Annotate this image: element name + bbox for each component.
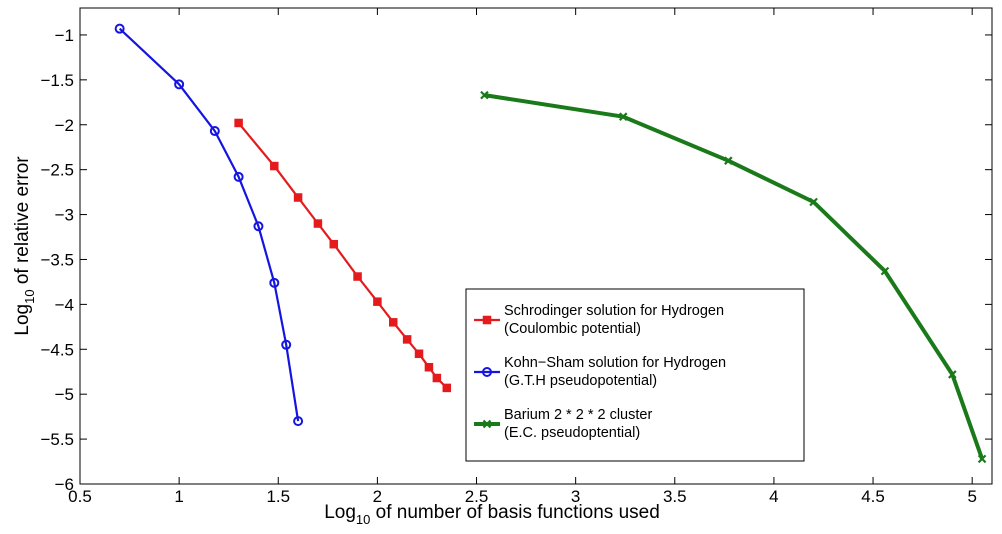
legend-sublabel: (G.T.H pseudopotential): [504, 373, 657, 389]
x-axis-label: Log10 of number of basis functions used: [324, 502, 660, 527]
series-1: [234, 118, 452, 393]
y-axis-label: Log10 of relative error: [12, 156, 37, 336]
data-point: [414, 349, 424, 359]
legend-swatch-marker: [482, 419, 492, 429]
data-point: [253, 221, 264, 232]
x-tick-label: 0.5: [68, 487, 92, 506]
y-tick-label: −5.5: [40, 430, 74, 449]
data-point: [948, 370, 957, 379]
data-point: [618, 112, 628, 121]
x-tick-label: 5: [967, 487, 976, 506]
y-tick-label: −2.5: [40, 161, 74, 180]
y-axis-label-subscript: 10: [22, 289, 37, 303]
y-tick-label: −3.5: [40, 250, 74, 269]
data-point: [809, 197, 818, 207]
x-tick-label: 1: [174, 487, 183, 506]
data-point: [977, 454, 987, 464]
y-tick-label: −5: [55, 385, 74, 404]
y-axis-label-prefix: Log: [12, 304, 33, 336]
data-point: [293, 193, 303, 202]
legend-sublabel: (Coulombic potential): [504, 321, 641, 337]
legend-label: Barium 2 * 2 * 2 cluster: [504, 407, 652, 423]
data-point: [402, 335, 412, 344]
data-point: [270, 161, 279, 171]
y-tick-label: −2: [55, 116, 74, 135]
series-line: [118, 27, 300, 422]
data-point: [389, 318, 398, 327]
legend-label: Kohn−Sham solution for Hydrogen: [504, 355, 726, 371]
series-2: [114, 23, 304, 427]
legend-swatch-marker: [482, 315, 492, 325]
data-point: [281, 339, 292, 350]
data-point: [209, 126, 220, 137]
x-tick-label: 1.5: [266, 487, 290, 506]
legend-swatch-marker: [482, 367, 492, 377]
legend-sublabel: (E.C. pseudoptential): [504, 425, 640, 441]
legend-entries: Schrodinger solution for Hydrogen (Coulom…: [474, 303, 726, 441]
x-axis-label-subscript: 10: [356, 512, 370, 527]
data-point: [233, 171, 244, 182]
series-layer: [114, 23, 987, 464]
x-tick-label: 3.5: [663, 487, 687, 506]
legend: Schrodinger solution for Hydrogen (Coulom…: [465, 288, 805, 462]
data-point: [353, 272, 362, 281]
x-axis-label-suffix: of number of basis functions used: [370, 502, 659, 523]
data-point: [480, 90, 489, 100]
x-tick-label: 3: [571, 487, 580, 506]
y-axis-label-suffix: of relative error: [12, 156, 33, 290]
data-point: [234, 118, 243, 128]
data-point: [373, 297, 382, 306]
y-tick-label: −1: [55, 26, 74, 45]
data-point: [880, 266, 890, 276]
legend-label: Schrodinger solution for Hydrogen: [504, 303, 724, 319]
data-point: [329, 239, 339, 249]
legend-entry-2: Kohn−Sham solution for Hydrogen (G.T.H ps…: [474, 355, 726, 389]
y-tick-label: −3: [55, 206, 74, 225]
data-point: [442, 383, 452, 393]
y-tick-label: −4: [55, 295, 74, 314]
x-tick-label: 4: [769, 487, 778, 506]
data-point: [432, 373, 442, 383]
y-tick-label: −1.5: [40, 71, 74, 90]
x-tick-label: 2: [373, 487, 382, 506]
x-axis-label-prefix: Log: [324, 502, 356, 523]
legend-entry-1: Schrodinger solution for Hydrogen (Coulom…: [474, 303, 724, 337]
plot-area-frame: [79, 7, 993, 485]
data-point: [293, 416, 304, 427]
y-tick-label: −6: [55, 475, 74, 494]
series-3: [480, 90, 987, 464]
x-tick-label: 2.5: [465, 487, 489, 506]
x-tick-label: 4.5: [861, 487, 885, 506]
data-point: [424, 362, 434, 372]
data-point: [269, 277, 280, 288]
data-point: [114, 23, 125, 34]
axis-ticks: 0.5 1 1.5 2 2.5 3 3.5 4 4.5 5 −6 −5.5 −5 −4.5 −4 −3.5 −3…: [40, 8, 992, 506]
data-point: [724, 156, 733, 165]
data-point: [313, 219, 323, 228]
legend-box: [465, 288, 805, 462]
data-point: [174, 79, 185, 90]
legend-entry-3: Barium 2 * 2 * 2 cluster (E.C. pseudopten…: [474, 407, 652, 441]
y-tick-label: −4.5: [40, 340, 74, 359]
